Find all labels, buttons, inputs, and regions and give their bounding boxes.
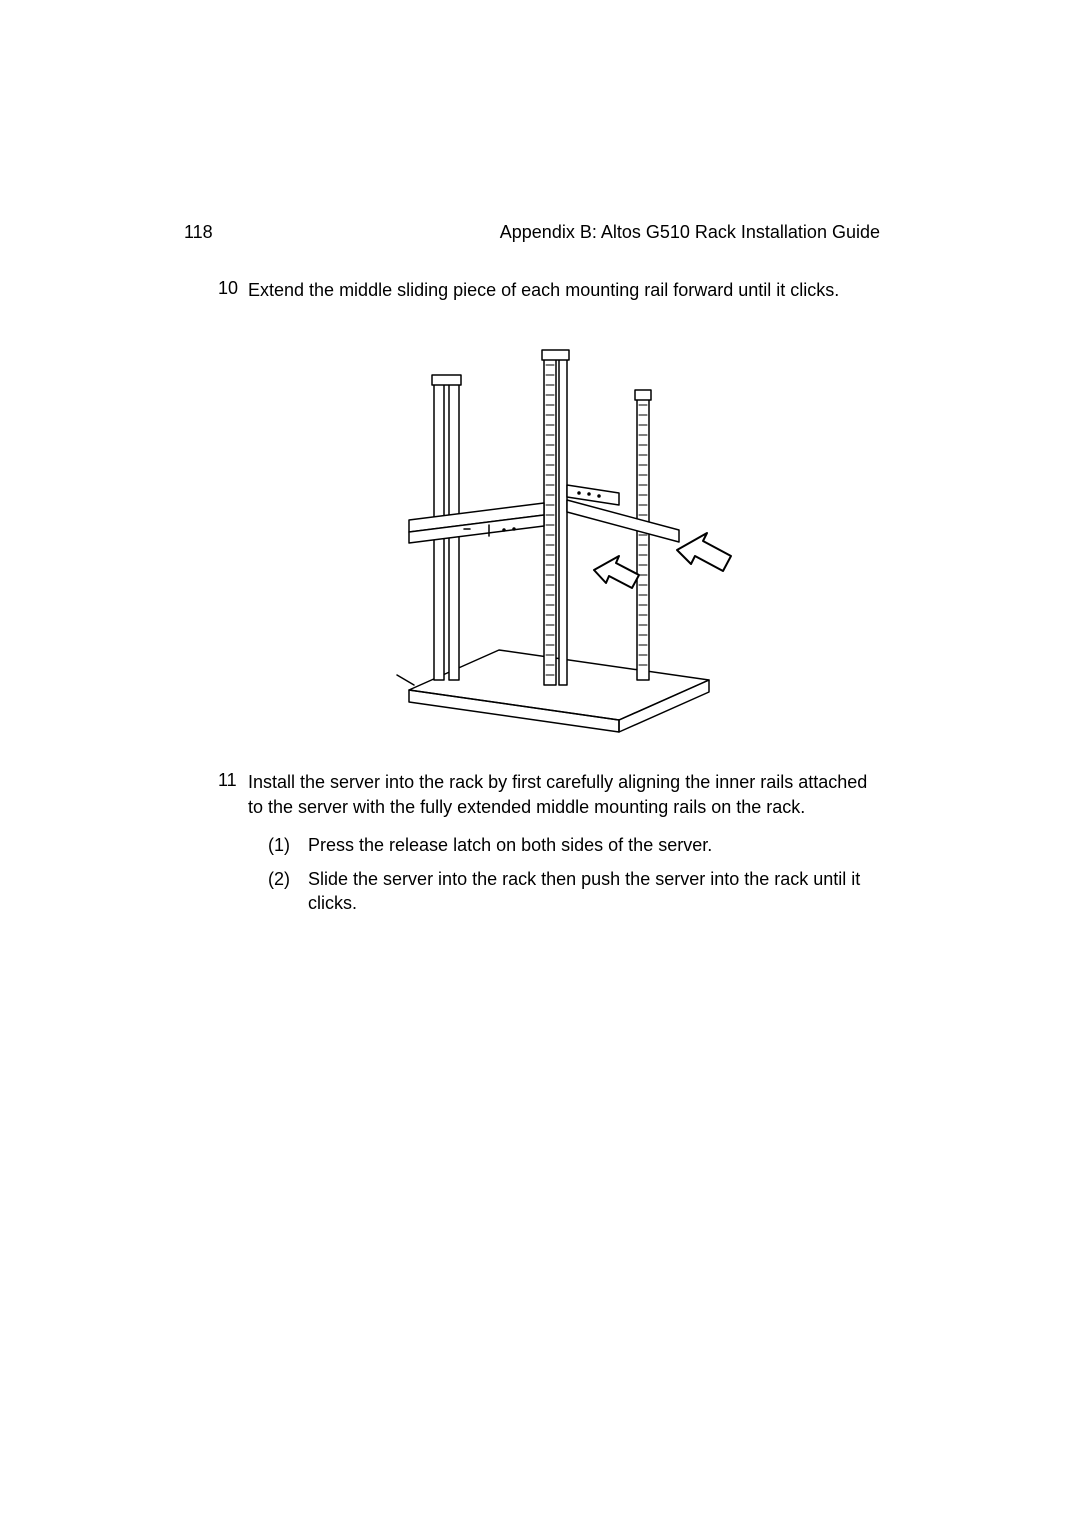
step-11-text: Install the server into the rack by firs… xyxy=(248,772,867,816)
step-11: 11 Install the server into the rack by f… xyxy=(218,770,880,925)
document-page: 118 Appendix B: Altos G510 Rack Installa… xyxy=(0,0,1080,1528)
substep-1: (1) Press the release latch on both side… xyxy=(248,833,880,857)
step-10: 10 Extend the middle sliding piece of ea… xyxy=(218,278,880,302)
substep-text: Slide the server into the rack then push… xyxy=(308,867,880,916)
substep-number: (2) xyxy=(268,867,308,916)
substep-list: (1) Press the release latch on both side… xyxy=(248,833,880,916)
step-text: Install the server into the rack by firs… xyxy=(248,770,880,925)
page-content: 10 Extend the middle sliding piece of ea… xyxy=(218,278,880,940)
step-text: Extend the middle sliding piece of each … xyxy=(248,278,880,302)
substep-number: (1) xyxy=(268,833,308,857)
rack-illustration-icon xyxy=(339,320,759,740)
page-number: 118 xyxy=(184,222,213,243)
substep-text: Press the release latch on both sides of… xyxy=(308,833,880,857)
step-number: 11 xyxy=(218,770,248,925)
page-header: 118 Appendix B: Altos G510 Rack Installa… xyxy=(184,222,880,243)
rack-figure xyxy=(218,320,880,740)
step-number: 10 xyxy=(218,278,248,302)
header-title: Appendix B: Altos G510 Rack Installation… xyxy=(500,222,880,243)
substep-2: (2) Slide the server into the rack then … xyxy=(248,867,880,916)
